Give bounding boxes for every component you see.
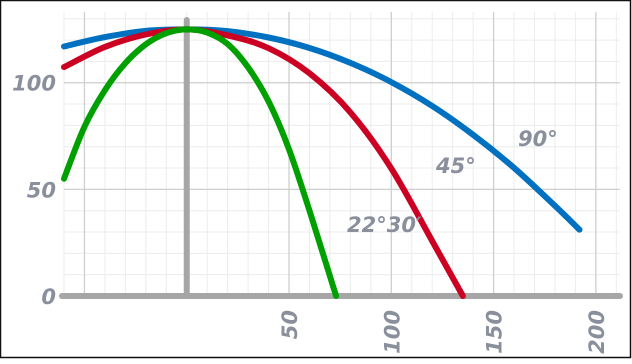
axes	[59, 17, 623, 299]
line-label-2: 45°	[435, 154, 476, 178]
x-tick-label: 50	[278, 310, 302, 339]
series-line-2	[61, 26, 466, 299]
y-tick-label: 50	[27, 178, 56, 202]
line-label-3: 22°30′	[347, 213, 422, 237]
series-layer	[61, 26, 583, 299]
x-tick-label: 100	[380, 310, 404, 354]
y-tick-label: 100	[12, 72, 56, 96]
line-label-1: 90°	[518, 127, 558, 151]
x-tick-label: 200	[585, 310, 609, 354]
line-labels: 90° 45° 22°30′	[347, 127, 558, 237]
series-line-3	[61, 26, 340, 299]
x-tick-labels: 50 100 150 200	[278, 310, 609, 354]
series-line-1	[61, 26, 583, 233]
x-tick-label: 150	[483, 310, 507, 354]
y-tick-label: 0	[41, 285, 56, 309]
y-tick-labels: 0 50 100	[12, 72, 56, 309]
